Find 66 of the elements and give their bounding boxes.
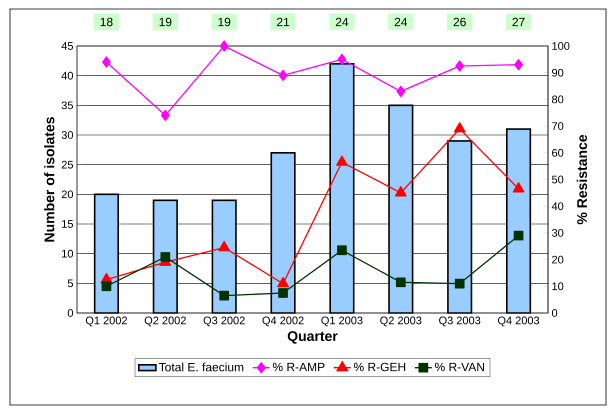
point xyxy=(396,277,406,288)
y-tick-label: 35 xyxy=(62,101,73,110)
point xyxy=(218,240,230,252)
y-tick-label: 10 xyxy=(62,250,74,258)
y-tick-label: 15 xyxy=(62,220,73,228)
text: 19 xyxy=(160,18,172,26)
y2-tick-label: 50 xyxy=(552,176,564,184)
x-tick-label: Q1 2003 xyxy=(321,316,363,326)
text: 24 xyxy=(394,18,408,26)
legend-label: % R-AMP xyxy=(272,362,324,372)
y2-tick-label: 100 xyxy=(552,42,570,50)
point xyxy=(454,278,465,288)
legend-label: % R-VAN xyxy=(434,362,484,372)
x-tick-label: Q3 2003 xyxy=(439,316,480,326)
point xyxy=(512,182,524,192)
legend-label: % R-GEH xyxy=(354,362,406,372)
point xyxy=(278,70,288,82)
x-tick-label: Q1 2002 xyxy=(86,316,127,326)
text: 18 xyxy=(100,18,113,26)
y2-tick-label: 90 xyxy=(552,68,564,77)
x-tick-label: Q4 2003 xyxy=(498,316,540,326)
y2-tick-label: 80 xyxy=(552,96,564,104)
point xyxy=(514,230,524,240)
point xyxy=(277,276,289,288)
point xyxy=(338,54,346,65)
y2-tick-label: 20 xyxy=(552,256,564,264)
y-tick-label: 40 xyxy=(61,72,74,80)
y-tick-label: 5 xyxy=(68,280,73,288)
text: 26 xyxy=(454,18,466,26)
text: 24 xyxy=(336,18,348,26)
point xyxy=(336,155,348,166)
point xyxy=(454,122,466,132)
x-tick-label: Q4 2002 xyxy=(262,316,304,326)
legend-label: Total E. faecium xyxy=(158,362,244,372)
y2-tick-label: 30 xyxy=(552,229,564,237)
point xyxy=(455,60,464,72)
point xyxy=(102,56,111,68)
point xyxy=(102,281,112,292)
x-axis-title: Quarter xyxy=(288,331,338,344)
point xyxy=(394,186,407,196)
y2-tick-label: 70 xyxy=(552,122,564,130)
y-axis-title: Number of isolates xyxy=(44,117,54,242)
y2-tick-label: 10 xyxy=(552,282,564,290)
y2-axis-title: % Resistance xyxy=(576,134,588,224)
point xyxy=(337,245,347,256)
y2-tick-label: 60 xyxy=(552,148,564,157)
y2-tick-label: 40 xyxy=(552,202,564,210)
text: 27 xyxy=(512,18,525,26)
text: 19 xyxy=(218,18,230,26)
y-tick-label: 25 xyxy=(62,160,73,169)
y-tick-label: 0 xyxy=(68,309,74,317)
point xyxy=(219,290,230,300)
point xyxy=(160,110,170,122)
x-tick-label: Q2 2003 xyxy=(380,316,422,326)
y2-tick-label: 0 xyxy=(552,309,558,317)
point xyxy=(278,288,288,298)
y-tick-label: 45 xyxy=(61,42,73,50)
text: 21 xyxy=(276,18,290,26)
point xyxy=(514,59,523,70)
x-tick-label: Q2 2002 xyxy=(144,316,186,326)
y-tick-label: 30 xyxy=(62,131,74,139)
x-tick-label: Q3 2002 xyxy=(204,316,245,326)
point xyxy=(160,252,170,262)
point xyxy=(220,40,229,52)
y-tick-label: 20 xyxy=(62,190,74,198)
point xyxy=(396,86,406,98)
